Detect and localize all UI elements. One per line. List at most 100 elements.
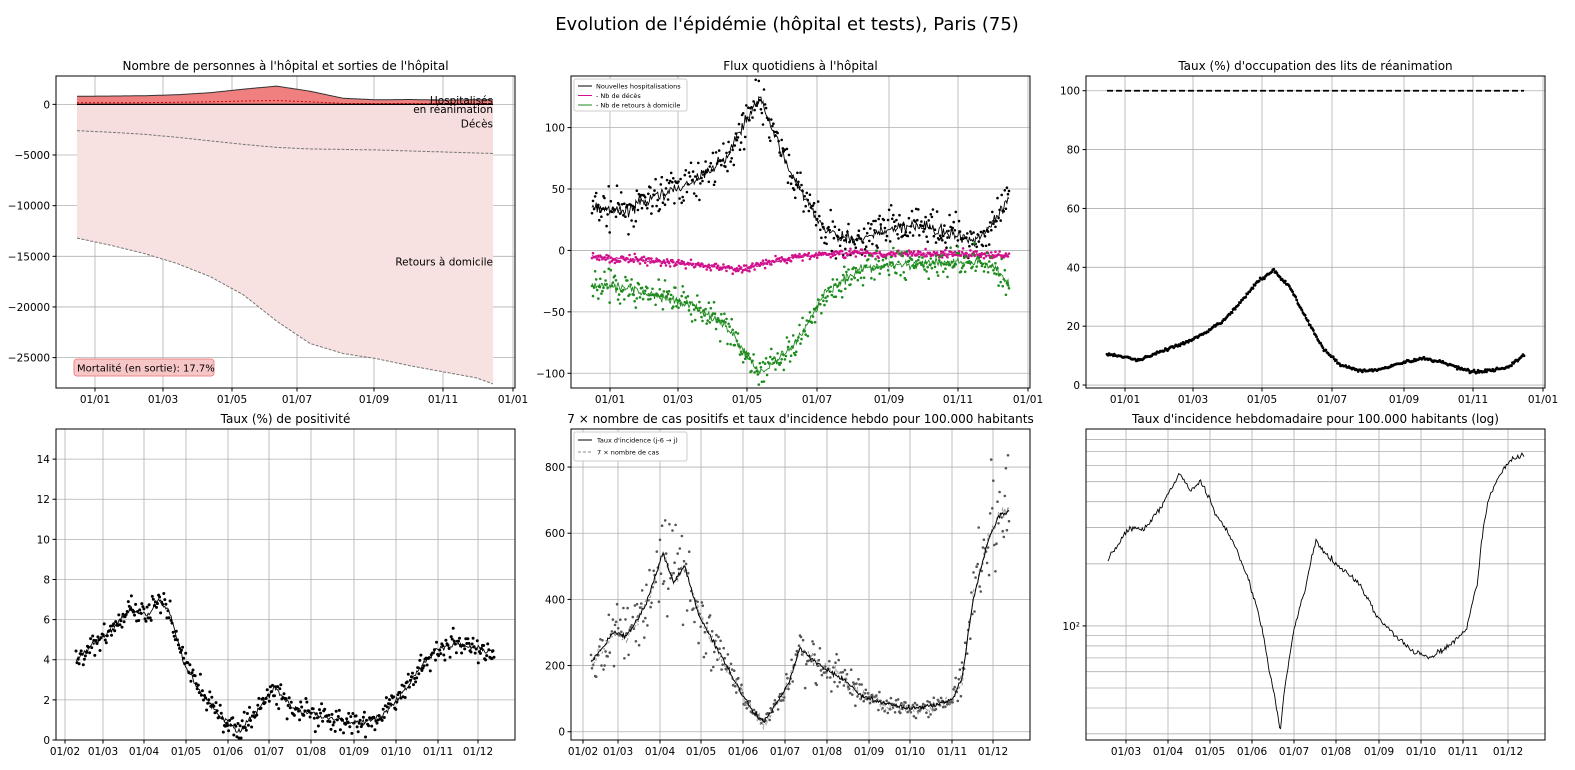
point-retours bbox=[791, 334, 795, 337]
point-hospitalisations bbox=[954, 210, 958, 214]
positivity-point bbox=[168, 599, 172, 603]
y-tick-label: 2 bbox=[43, 695, 50, 707]
point-retours bbox=[800, 337, 803, 341]
positivity-point bbox=[394, 707, 398, 711]
cases-point bbox=[965, 652, 969, 655]
point-hospitalisations bbox=[761, 123, 765, 126]
cases-point bbox=[991, 507, 994, 510]
positivity-point bbox=[228, 718, 232, 722]
point-hospitalisations bbox=[948, 213, 951, 217]
cases-point bbox=[899, 711, 902, 715]
point-retours bbox=[758, 361, 762, 365]
point-retours bbox=[813, 320, 817, 324]
point-retours bbox=[934, 254, 938, 258]
point-hospitalisations bbox=[650, 212, 653, 215]
positivity-point bbox=[471, 636, 475, 640]
cases-point bbox=[786, 676, 789, 680]
point-hospitalisations bbox=[957, 219, 961, 223]
point-hospitalisations bbox=[808, 193, 812, 196]
point-retours bbox=[657, 278, 660, 281]
positivity-point bbox=[300, 705, 304, 709]
cases-point bbox=[704, 652, 708, 655]
positivity-point bbox=[345, 717, 349, 721]
point-retours bbox=[983, 265, 987, 269]
point-retours bbox=[591, 294, 595, 298]
positivity-point bbox=[153, 600, 157, 604]
positivity-point bbox=[245, 712, 249, 715]
cases-point bbox=[985, 561, 989, 565]
point-retours bbox=[613, 274, 617, 278]
cases-point bbox=[939, 696, 943, 700]
point-retours bbox=[917, 258, 920, 262]
point-retours bbox=[634, 306, 638, 309]
dots-retours bbox=[590, 241, 1011, 386]
point-deces bbox=[618, 260, 622, 263]
point-retours bbox=[795, 350, 798, 354]
point-deces bbox=[919, 251, 922, 254]
x-tick-label: 01/08 bbox=[1321, 746, 1351, 758]
x-tick-label: 01/10 bbox=[381, 746, 411, 758]
positivity-point bbox=[250, 725, 254, 729]
point-hospitalisations bbox=[864, 245, 868, 248]
point-retours bbox=[944, 267, 947, 271]
point-hospitalisations bbox=[972, 231, 975, 234]
cases-point bbox=[807, 659, 810, 663]
x-tick-label: 01/10 bbox=[895, 746, 925, 758]
point-retours bbox=[617, 293, 621, 296]
x-tick-label: 01/06 bbox=[1237, 746, 1268, 758]
point-retours bbox=[873, 278, 876, 281]
point-retours bbox=[761, 360, 765, 364]
point-retours bbox=[999, 280, 1002, 284]
positivity-point bbox=[142, 607, 146, 611]
positivity-point bbox=[437, 654, 441, 658]
positivity-point bbox=[319, 711, 322, 715]
positivity-point bbox=[333, 729, 337, 733]
point-retours bbox=[785, 336, 789, 339]
legend-entry: - Nb de décès bbox=[596, 92, 641, 100]
positivity-point bbox=[289, 700, 293, 704]
grid bbox=[571, 76, 1030, 388]
point-hospitalisations bbox=[943, 224, 946, 227]
y-tick-label: 20 bbox=[1067, 321, 1080, 333]
x-axis: 01/02 01/03 01/04 01/05 01/06 01/07 01/08 01/09… bbox=[568, 740, 1008, 758]
point-hospitalisations bbox=[593, 195, 597, 198]
x-tick-label: 01/09 bbox=[874, 394, 904, 406]
point-retours bbox=[957, 252, 961, 255]
point-hospitalisations bbox=[815, 217, 819, 221]
point-hospitalisations bbox=[944, 241, 947, 244]
cases-point bbox=[929, 713, 932, 716]
cases-point bbox=[858, 683, 861, 686]
positivity-point bbox=[202, 698, 205, 702]
cases-point bbox=[671, 529, 674, 532]
cases-point bbox=[996, 500, 999, 504]
point-hospitalisations bbox=[730, 157, 733, 160]
axes-frame bbox=[570, 428, 1031, 741]
x-tick-label: 01/01 bbox=[1528, 394, 1558, 406]
point-hospitalisations bbox=[776, 131, 779, 135]
positivity-point bbox=[416, 666, 420, 670]
point-hospitalisations bbox=[811, 204, 815, 207]
x-tick-label: 01/07 bbox=[254, 746, 284, 758]
y-tick-label: 10² bbox=[1062, 621, 1080, 633]
dots-hospitalisations bbox=[590, 78, 1011, 260]
point-retours bbox=[763, 362, 767, 366]
x-tick-label: 01/01 bbox=[1013, 394, 1043, 406]
point-hospitalisations bbox=[741, 112, 745, 115]
cases-point bbox=[1007, 519, 1011, 523]
cases-point bbox=[986, 546, 990, 549]
cases-point bbox=[959, 694, 963, 698]
point-deces bbox=[764, 258, 768, 262]
positivity-point bbox=[96, 635, 100, 639]
point-retours bbox=[831, 278, 835, 281]
point-deces bbox=[794, 253, 797, 257]
positivity-point bbox=[77, 662, 81, 666]
point-deces bbox=[632, 260, 635, 264]
positivity-point bbox=[148, 616, 152, 620]
positivity-point bbox=[186, 661, 190, 665]
point-hospitalisations bbox=[667, 181, 671, 185]
point-deces bbox=[829, 255, 832, 259]
point-hospitalisations bbox=[832, 236, 836, 240]
point-retours bbox=[929, 257, 933, 260]
point-hospitalisations bbox=[701, 179, 704, 183]
point-hospitalisations bbox=[865, 231, 869, 235]
